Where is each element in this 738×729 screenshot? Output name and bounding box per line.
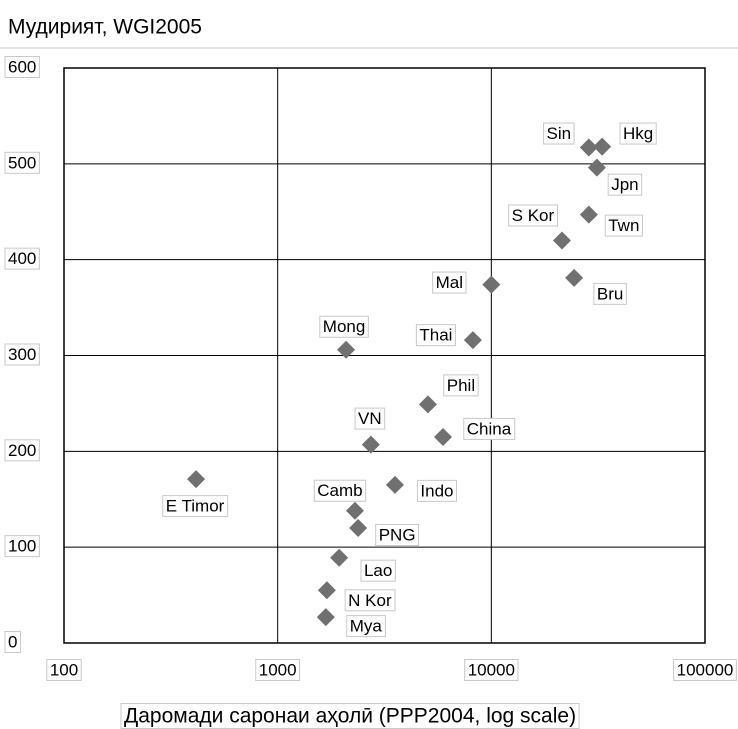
y-tick-label-box bbox=[4, 247, 40, 270]
point-label-box bbox=[319, 315, 369, 338]
point-label-box bbox=[593, 282, 627, 305]
y-tick-label-box bbox=[4, 343, 40, 366]
point-label: Bru bbox=[597, 284, 623, 303]
point-label: N Kor bbox=[348, 591, 392, 610]
point-label: Mal bbox=[436, 273, 463, 292]
point-label: Jpn bbox=[611, 175, 638, 194]
x-tick-label-box bbox=[464, 658, 519, 681]
point-label-box bbox=[354, 407, 386, 430]
point-label: E Timor bbox=[166, 497, 225, 516]
x-tick-label: 1000 bbox=[259, 660, 297, 679]
point-label: Mya bbox=[350, 617, 383, 636]
point bbox=[317, 581, 336, 600]
point bbox=[579, 138, 598, 157]
point-label: Sin bbox=[547, 124, 572, 143]
point-label-box bbox=[416, 479, 458, 502]
y-tick-label-box bbox=[4, 439, 40, 462]
point-label-box bbox=[432, 271, 467, 294]
y-tick-label: 600 bbox=[8, 57, 36, 76]
x-tick-label-box bbox=[673, 658, 737, 681]
point-label-box bbox=[619, 122, 657, 145]
point-label: Phil bbox=[447, 376, 475, 395]
point-label-box bbox=[375, 523, 420, 546]
x-tick-label: 100 bbox=[50, 660, 78, 679]
point bbox=[433, 427, 452, 446]
y-tick-label: 300 bbox=[8, 345, 36, 364]
point-label-box bbox=[463, 417, 516, 440]
y-tick-label-box bbox=[4, 55, 40, 78]
point bbox=[587, 158, 606, 177]
point bbox=[579, 205, 598, 224]
point-label: S Kor bbox=[512, 206, 555, 225]
point bbox=[187, 470, 206, 489]
point-label-box bbox=[162, 495, 229, 518]
point-label-box bbox=[607, 173, 643, 196]
y-tick-label-box bbox=[4, 535, 40, 558]
y-tick-label: 0 bbox=[8, 632, 17, 651]
point bbox=[337, 340, 356, 359]
point-label: Thai bbox=[419, 326, 452, 345]
point-label: Lao bbox=[364, 561, 392, 580]
y-tick-label: 500 bbox=[8, 153, 36, 172]
point-label-box bbox=[508, 204, 559, 227]
point-label-box bbox=[415, 324, 456, 347]
x-tick-label-box bbox=[46, 658, 82, 681]
point-label: Mong bbox=[323, 317, 366, 336]
x-axis-label: Даромади саронаи аҳолӣ (PPP2004, log sca… bbox=[124, 705, 576, 728]
point bbox=[565, 268, 584, 287]
point bbox=[330, 548, 349, 567]
x-tick-label-box bbox=[255, 658, 301, 681]
point bbox=[418, 395, 437, 414]
point bbox=[345, 501, 364, 520]
point-label-box bbox=[344, 589, 396, 612]
point bbox=[482, 275, 501, 294]
y-tick-label-box bbox=[4, 151, 40, 174]
point bbox=[316, 608, 335, 627]
point bbox=[593, 137, 612, 156]
point-label: China bbox=[467, 419, 512, 438]
point bbox=[463, 331, 482, 350]
y-tick-label: 400 bbox=[8, 249, 36, 268]
point-label-box bbox=[313, 479, 367, 502]
point-label: Hkg bbox=[623, 124, 653, 143]
point-label: Indo bbox=[420, 481, 453, 500]
point-label-box bbox=[346, 615, 386, 638]
point bbox=[552, 231, 571, 250]
point-label-box bbox=[543, 122, 575, 145]
point-label: Camb bbox=[317, 481, 362, 500]
point-label-box bbox=[443, 374, 479, 397]
point-label: PNG bbox=[379, 525, 416, 544]
y-tick-label: 100 bbox=[8, 537, 36, 556]
point bbox=[361, 435, 380, 454]
y-tick-label-box bbox=[4, 630, 21, 653]
x-tick-label: 10000 bbox=[468, 660, 515, 679]
point-label: VN bbox=[358, 409, 382, 428]
point bbox=[385, 475, 404, 494]
x-tick-label: 100000 bbox=[677, 660, 734, 679]
y-tick-label: 200 bbox=[8, 441, 36, 460]
point-label-box bbox=[360, 559, 396, 582]
point bbox=[349, 519, 368, 537]
chart-title: Мудирият, WGI2005 bbox=[8, 16, 202, 39]
point-label-box bbox=[604, 214, 643, 237]
point-label: Twn bbox=[608, 216, 639, 235]
